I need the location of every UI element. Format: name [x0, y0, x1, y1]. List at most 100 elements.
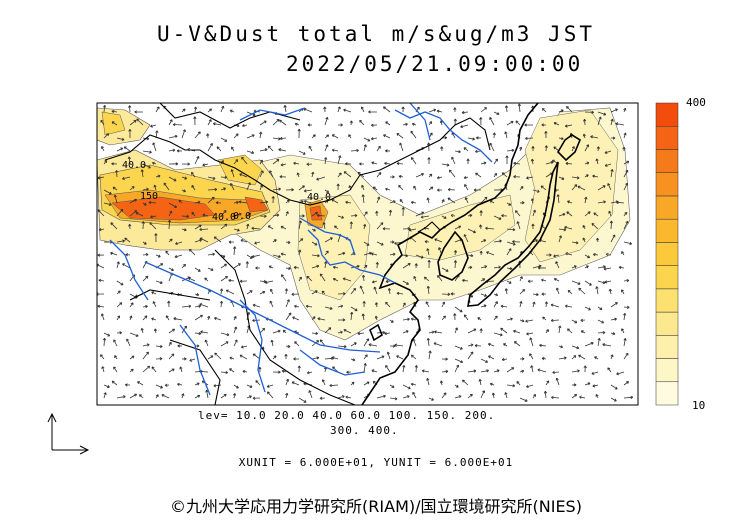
wind-arrow [623, 220, 629, 230]
wind-arrow [553, 122, 560, 126]
wind-arrow [242, 369, 248, 374]
wind-arrow [194, 224, 202, 230]
wind-arrow [610, 354, 614, 360]
contour-levels-line2: 300. 400. [330, 424, 399, 437]
wind-arrow [402, 384, 411, 390]
wind-arrow [337, 292, 346, 296]
wind-arrow [298, 397, 307, 403]
wind-arrow [454, 384, 459, 388]
wind-arrow [142, 187, 149, 191]
wind-arrow [151, 317, 157, 321]
wind-arrow [541, 123, 547, 127]
wind-arrow [272, 239, 277, 243]
wind-arrow [519, 186, 524, 191]
wind-arrow [233, 200, 239, 205]
wind-arrow [113, 366, 118, 373]
wind-arrow [597, 337, 601, 347]
wind-arrow [389, 397, 398, 401]
contour-label: 40.0 [122, 160, 146, 171]
wind-arrow [493, 265, 501, 269]
wind-arrow [462, 278, 469, 283]
chart-title: U-V&Dust total m/s&ug/m3 JST [156, 22, 595, 46]
wind-arrow [278, 148, 287, 152]
wind-arrow [623, 107, 627, 113]
wind-arrow [321, 379, 326, 386]
wind-arrow [207, 267, 214, 271]
wind-arrow [591, 371, 599, 375]
wind-arrow [219, 288, 224, 295]
wind-arrow [506, 148, 515, 152]
wind-arrow [453, 118, 457, 126]
wind-arrow [252, 303, 261, 308]
wind-arrow [281, 369, 287, 373]
wind-arrow [140, 169, 144, 178]
wind-arrow [415, 254, 424, 259]
wind-arrow [323, 106, 327, 113]
wind-arrow [272, 370, 281, 374]
wind-arrow [571, 265, 577, 269]
wind-arrow [285, 240, 291, 244]
wind-arrow [541, 292, 547, 296]
wind-arrow [571, 383, 577, 387]
wind-arrow [410, 317, 417, 321]
wind-arrow [376, 241, 384, 246]
wind-arrow [544, 130, 548, 139]
wind-arrow [475, 172, 482, 178]
wind-arrow [610, 136, 616, 140]
wind-arrow [142, 275, 149, 282]
wind-arrow [150, 124, 157, 128]
wind-arrow [181, 108, 186, 113]
wind-arrow [553, 278, 560, 282]
wind-arrow [129, 186, 135, 191]
wind-arrow [298, 238, 304, 243]
wind-arrow [493, 111, 500, 116]
wind-arrow [428, 108, 437, 113]
wind-arrow [345, 395, 352, 399]
wind-arrow [486, 251, 495, 256]
wind-arrow [414, 365, 418, 373]
wind-arrow [461, 110, 469, 115]
wind-arrow [97, 304, 105, 308]
wind-arrow [489, 142, 495, 152]
wind-arrow [291, 292, 300, 296]
wind-arrow [376, 172, 382, 178]
wind-arrow [363, 137, 371, 142]
wind-arrow [285, 312, 292, 321]
wind-arrow [168, 176, 177, 182]
wind-arrow [441, 199, 445, 204]
wind-arrow [329, 383, 339, 388]
wind-arrow [259, 170, 264, 178]
wind-arrow [292, 316, 300, 321]
wind-arrow [610, 118, 614, 126]
wind-arrow [111, 380, 118, 386]
wind-arrow [285, 266, 291, 270]
wind-arrow [116, 315, 120, 321]
contour-levels-line1: lev= 10.0 20.0 40.0 60.0 100. 150. 200. [198, 409, 496, 422]
wind-arrow [513, 329, 521, 334]
wind-arrow [384, 331, 391, 336]
wind-arrow [516, 381, 521, 386]
wind-arrow [148, 200, 157, 205]
wind-arrow [220, 210, 227, 217]
wind-arrow [376, 355, 385, 360]
wind-arrow [480, 161, 487, 165]
wind-arrow [246, 223, 250, 230]
wind-arrow [454, 327, 458, 334]
wind-arrow [281, 274, 287, 282]
wind-arrow [127, 156, 132, 165]
wind-arrow [307, 123, 313, 127]
wind-arrow [317, 317, 326, 321]
wind-arrow [571, 369, 580, 373]
wind-arrow [558, 345, 564, 349]
wind-arrow [212, 122, 222, 126]
vector-unit-text: XUNIT = 6.000E+01, YUNIT = 6.000E+01 [238, 456, 514, 469]
wind-arrow [608, 288, 612, 295]
wind-arrow [578, 287, 586, 295]
wind-arrow [324, 327, 332, 334]
wind-arrow [385, 279, 391, 283]
wind-arrow [411, 157, 417, 165]
wind-arrow [207, 176, 216, 180]
wind-arrow [555, 377, 560, 386]
wind-arrow [384, 161, 391, 166]
wind-arrow [415, 173, 425, 178]
